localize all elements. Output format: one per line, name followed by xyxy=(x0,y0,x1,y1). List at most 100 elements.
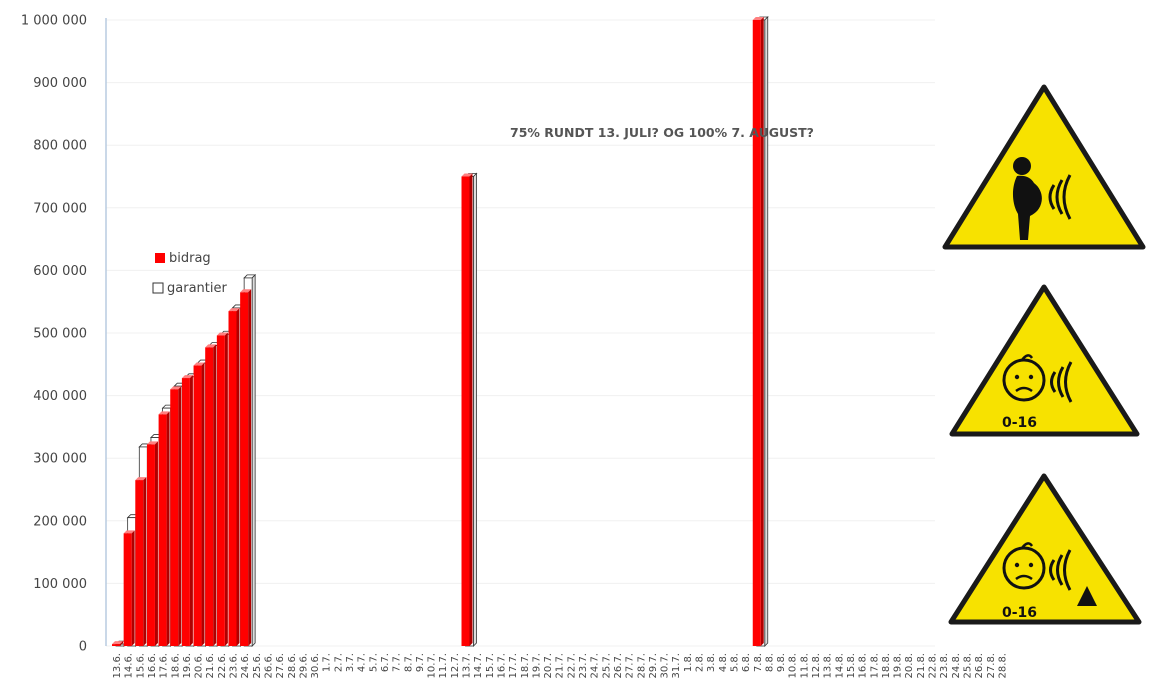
x-tick-label: 12.7. xyxy=(450,653,461,678)
bar-bidrag xyxy=(193,365,202,646)
bar-bidrag-top xyxy=(170,386,182,390)
x-tick-label: 23.7. xyxy=(578,653,589,678)
x-tick-label: 13.8. xyxy=(823,653,834,678)
x-tick-label: 8.8. xyxy=(764,653,775,672)
x-tick-label: 2.8. xyxy=(695,653,706,672)
bar-bidrag-side xyxy=(236,308,240,646)
x-tick-label: 20.6. xyxy=(194,653,205,678)
x-tick-label: 13.7. xyxy=(462,653,473,678)
x-tick-label: 5.8. xyxy=(729,653,740,672)
bar-bidrag-top xyxy=(135,477,147,481)
bar-bidrag-top xyxy=(158,411,170,415)
bar-garantier-side xyxy=(251,273,256,647)
x-tick-label: 5.7. xyxy=(368,653,379,672)
x-tick-label: 26.6. xyxy=(263,653,274,678)
x-tick-label: 22.8. xyxy=(928,653,939,678)
y-tick-label: 1 000 000 xyxy=(21,14,87,29)
x-tick-label: 27.6. xyxy=(275,653,286,678)
x-tick-label: 1.7. xyxy=(322,653,333,672)
x-tick-label: 15.6. xyxy=(135,653,146,678)
bar-bidrag xyxy=(205,347,214,646)
legend-swatch-bidrag xyxy=(155,253,165,263)
x-tick-label: 17.8. xyxy=(869,653,880,678)
bar-bidrag xyxy=(170,389,179,646)
x-tick-label: 31.7. xyxy=(671,653,682,678)
x-tick-label: 6.7. xyxy=(380,653,391,672)
y-tick-label: 600 000 xyxy=(33,264,87,279)
bar-bidrag-top xyxy=(123,530,135,534)
bars-layer xyxy=(112,16,769,647)
x-tick-label: 20.8. xyxy=(904,653,915,678)
legend-label-garantier: garantier xyxy=(167,281,227,296)
x-tick-label: 9.7. xyxy=(415,653,426,672)
x-tick-label: 7.8. xyxy=(753,653,764,672)
x-tick-label: 19.8. xyxy=(893,653,904,678)
bar-bidrag-side xyxy=(224,332,228,646)
bar-bidrag xyxy=(216,335,225,646)
x-tick-label: 9.8. xyxy=(776,653,787,672)
bar-bidrag-top xyxy=(146,441,158,445)
y-tick-label: 500 000 xyxy=(33,327,87,342)
bar-bidrag-top xyxy=(112,641,123,645)
bar-bidrag-side xyxy=(143,477,147,646)
x-tick-label: 28.7. xyxy=(636,653,647,678)
bar-bidrag-top xyxy=(193,362,205,366)
x-tick-label: 26.8. xyxy=(974,653,985,678)
x-tick-label: 12.8. xyxy=(811,653,822,678)
x-tick-label: 16.6. xyxy=(147,653,158,678)
y-tick-label: 0 xyxy=(79,640,87,655)
bar-bidrag xyxy=(461,176,470,646)
y-tick-label: 800 000 xyxy=(33,139,87,154)
bar-bidrag xyxy=(112,644,120,646)
y-tick-label: 100 000 xyxy=(33,577,87,592)
x-tick-label: 25.6. xyxy=(252,653,263,678)
child-radiation-hazard-warning-icon: 0-16 xyxy=(948,473,1142,625)
bar-garantier-side xyxy=(473,172,477,647)
bar-bidrag-side xyxy=(213,344,217,646)
x-tick-label: 17.7. xyxy=(508,653,519,678)
x-tick-label: 14.7. xyxy=(473,653,484,678)
x-tick-label: 3.8. xyxy=(706,653,717,672)
x-tick-label: 3.7. xyxy=(345,653,356,672)
x-tick-label: 8.7. xyxy=(403,653,414,672)
bar-bidrag-top xyxy=(181,375,193,379)
x-tick-label: 15.7. xyxy=(485,653,496,678)
x-tick-label: 2.7. xyxy=(333,653,344,672)
x-tick-label: 17.6. xyxy=(159,653,170,678)
x-tick-label: 30.6. xyxy=(310,653,321,678)
bar-bidrag-side xyxy=(178,386,182,646)
y-tick-label: 400 000 xyxy=(33,389,87,404)
x-tick-label: 21.7. xyxy=(555,653,566,678)
bar-bidrag xyxy=(752,20,761,646)
x-tick-label: 10.8. xyxy=(788,653,799,678)
x-tick-label: 22.6. xyxy=(217,653,228,678)
bar-bidrag-top xyxy=(240,289,252,293)
x-tick-label: 24.6. xyxy=(240,653,251,678)
bar-bidrag xyxy=(240,292,249,646)
x-tick-label: 14.8. xyxy=(834,653,845,678)
x-tick-label: 7.7. xyxy=(392,653,403,672)
x-tick-label: 21.8. xyxy=(916,653,927,678)
x-tick-label: 1.8. xyxy=(683,653,694,672)
x-tick-label: 25.7. xyxy=(601,653,612,678)
bar-bidrag-side xyxy=(189,375,193,646)
x-tick-label: 16.8. xyxy=(858,653,869,678)
bar-bidrag-side xyxy=(469,173,473,646)
y-tick-label: 700 000 xyxy=(33,201,87,216)
x-tick-label: 11.8. xyxy=(799,653,810,678)
bar-bidrag-side xyxy=(760,17,764,646)
bar-bidrag-top xyxy=(461,173,473,177)
x-tick-label: 29.7. xyxy=(648,653,659,678)
x-tick-label: 25.8. xyxy=(962,653,973,678)
x-tick-label: 13.6. xyxy=(112,653,123,678)
pregnant-woman-radiation-warning-icon xyxy=(942,84,1146,250)
x-tick-label: 15.8. xyxy=(846,653,857,678)
bar-bidrag-side xyxy=(201,362,205,646)
bar-bidrag-side xyxy=(120,641,123,646)
y-tick-label: 200 000 xyxy=(33,514,87,529)
x-tick-label: 20.7. xyxy=(543,653,554,678)
x-tick-label: 27.7. xyxy=(625,653,636,678)
x-tick-label: 24.8. xyxy=(951,653,962,678)
